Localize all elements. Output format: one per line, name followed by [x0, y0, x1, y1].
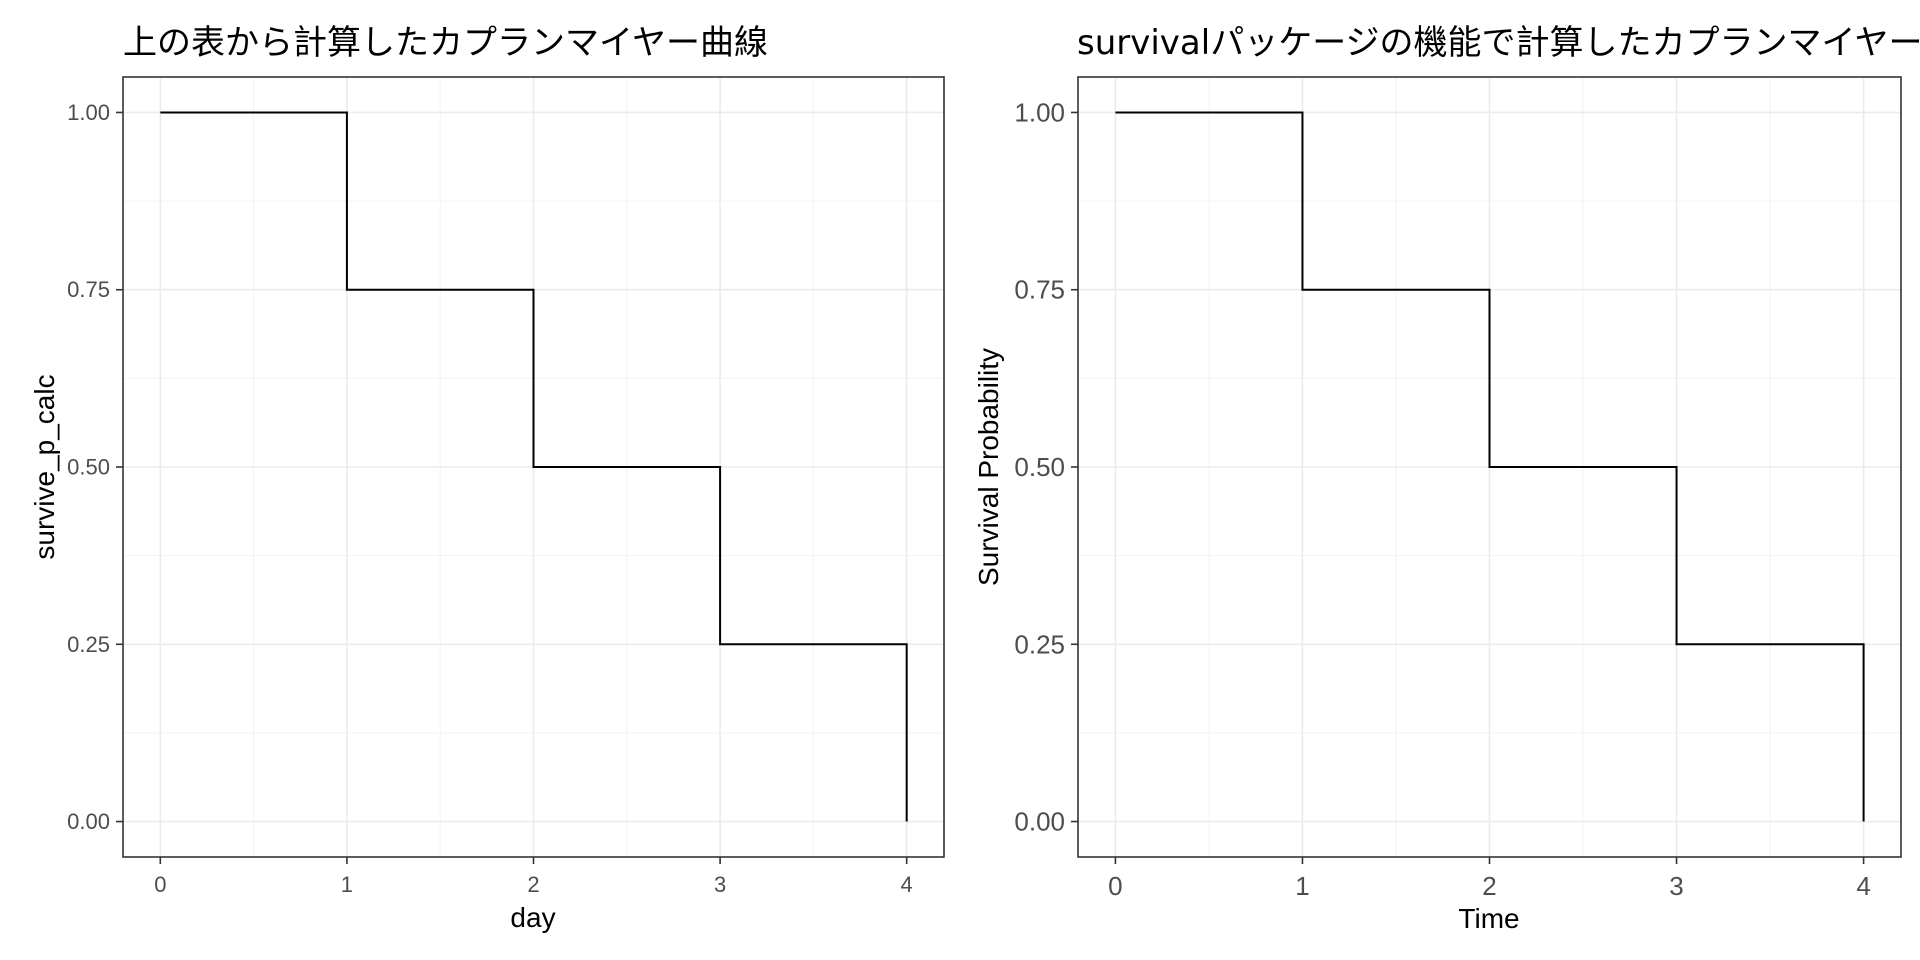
left-y-tick-label: 0.75	[67, 277, 110, 302]
left-km-curve	[160, 111, 908, 822]
left-y-tick-label: 0.50	[67, 455, 110, 480]
right-y-tick-label: 1.00	[1014, 97, 1065, 127]
left-x-tick-label: 3	[714, 872, 726, 897]
right-x-tick-label: 1	[1295, 871, 1309, 901]
left-x-tick-label: 0	[154, 872, 166, 897]
right-x-tick-label: 2	[1482, 871, 1496, 901]
left-chart-panel: 上の表から計算したカプランマイヤー曲線 0 1 2 3 4 0.00 0.25 0.50 0.7…	[29, 23, 945, 933]
left-y-tick-label: 0.00	[67, 809, 110, 834]
right-x-tick-label: 0	[1108, 871, 1122, 901]
left-chart-title: 上の表から計算したカプランマイヤー曲線	[123, 23, 768, 63]
left-y-tick-label: 1.00	[67, 100, 110, 125]
right-chart-title: survivalパッケージの機能で計算したカプランマイヤー曲線	[1077, 23, 1920, 63]
right-x-tick-label: 4	[1856, 871, 1870, 901]
left-x-tick-label: 2	[527, 872, 539, 897]
right-km-step-line	[1115, 111, 1865, 822]
right-y-tick-label: 0.75	[1014, 275, 1065, 305]
left-x-axis-title: day	[510, 902, 555, 933]
right-ticks: 0 1 2 3 4 0.00 0.25 0.50 0.75 1.00	[1014, 97, 1870, 901]
left-x-tick-label: 4	[901, 872, 913, 897]
right-chart-panel: survivalパッケージの機能で計算したカプランマイヤー曲線 0 1 2 3 4 0.0…	[973, 23, 1920, 934]
left-ticks: 0 1 2 3 4 0.00 0.25 0.50 0.75 1.00	[67, 100, 913, 897]
right-km-curve	[1115, 111, 1865, 822]
right-y-tick-label: 0.00	[1014, 807, 1065, 837]
left-y-axis-title: survive_p_calc	[29, 374, 60, 559]
left-y-tick-label: 0.25	[67, 632, 110, 657]
left-x-tick-label: 1	[341, 872, 353, 897]
right-x-tick-label: 3	[1669, 871, 1683, 901]
right-y-tick-label: 0.50	[1014, 452, 1065, 482]
right-x-axis-title: Time	[1458, 903, 1519, 934]
left-km-step-line	[160, 111, 908, 822]
right-y-axis-title: Survival Probability	[973, 348, 1004, 586]
right-y-tick-label: 0.25	[1014, 629, 1065, 659]
